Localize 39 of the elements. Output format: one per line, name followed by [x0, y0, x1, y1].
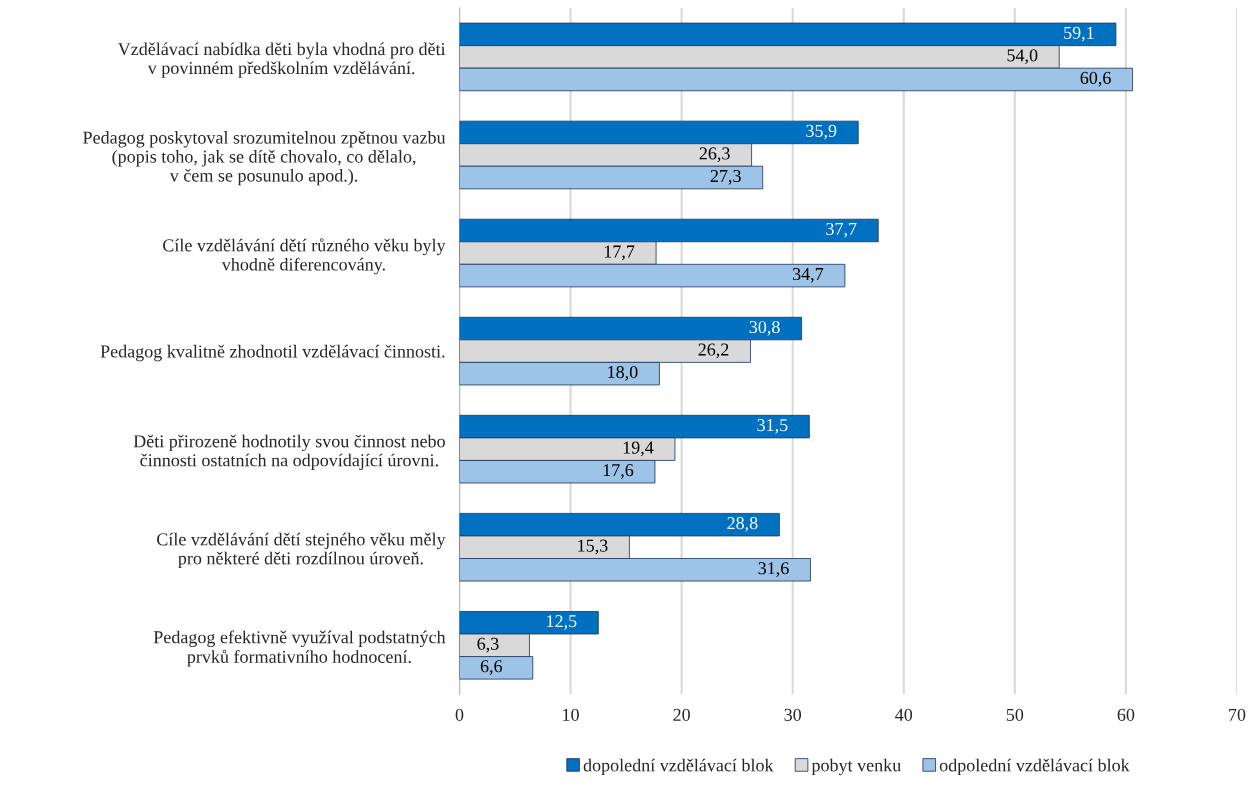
- data-label: 6,6: [480, 660, 503, 675]
- data-label: 26,2: [698, 343, 729, 359]
- data-label: 60,6: [1080, 71, 1111, 87]
- y-tick-label: Vzdělávací nabídka děti byla vhodná pro děti v povinném předškolním vzdělávání.: [117, 42, 446, 78]
- y-tick-label: Cíle vzdělávání dětí stejného věku měly pro některé děti rozdílnou úroveň.: [157, 532, 446, 569]
- x-tick-label: 0: [455, 708, 464, 721]
- y-tick-label: Pedagog poskytoval srozumitelnou zpětnou vazbu (popis toho, jak se dítě chovalo, co dělalo, v čem se posunulo apod.).: [83, 131, 446, 186]
- data-label: 35,9: [806, 124, 837, 140]
- data-label: 37,7: [826, 222, 857, 238]
- data-label: 30,8: [749, 320, 780, 336]
- data-label: 6,3: [477, 637, 499, 653]
- y-tick-label: Děti přirozeně hodnotily svou činnost nebo činnosti ostatních na odpovídající úrovni.: [133, 434, 445, 471]
- x-tick-label: 40: [895, 708, 913, 721]
- data-label: 31,6: [758, 562, 789, 577]
- x-tick-label: 30: [784, 708, 802, 721]
- legend-label: odpolední vzdělávací blok: [939, 758, 1130, 776]
- data-label: 27,3: [710, 169, 741, 185]
- x-tick-label: 60: [1117, 708, 1135, 721]
- y-tick-label: Pedagog efektivně využíval podstatných prvků formativního hodnocení.: [153, 630, 446, 667]
- data-label: 54,0: [1007, 49, 1038, 65]
- y-tick-label: Pedagog kvalitně zhodnotil vzdělávací činnosti.: [100, 344, 445, 362]
- x-tick-label: 10: [563, 708, 579, 721]
- data-label: 12,5: [547, 615, 577, 630]
- data-label: 18,0: [608, 365, 638, 381]
- x-tick-label: 50: [1006, 708, 1024, 721]
- legend-label: pobyt venku: [811, 758, 901, 776]
- data-label: 31,5: [757, 419, 788, 434]
- data-label: 17,6: [603, 464, 634, 479]
- legend-label: dopolední vzdělávací blok: [583, 758, 774, 776]
- data-label: 15,3: [578, 539, 608, 555]
- data-label: 34,7: [792, 267, 824, 283]
- data-label: 26,3: [699, 147, 730, 163]
- data-label: 17,7: [604, 245, 635, 261]
- data-label: 28,8: [727, 517, 758, 532]
- x-tick-label: 70: [1229, 708, 1246, 721]
- x-tick-label: 20: [673, 708, 690, 721]
- data-label: 19,4: [623, 441, 654, 457]
- y-tick-label: Cíle vzdělávání dětí různého věku byly vhodně diferencovány.: [163, 238, 446, 275]
- data-label: 59,1: [1064, 26, 1094, 42]
